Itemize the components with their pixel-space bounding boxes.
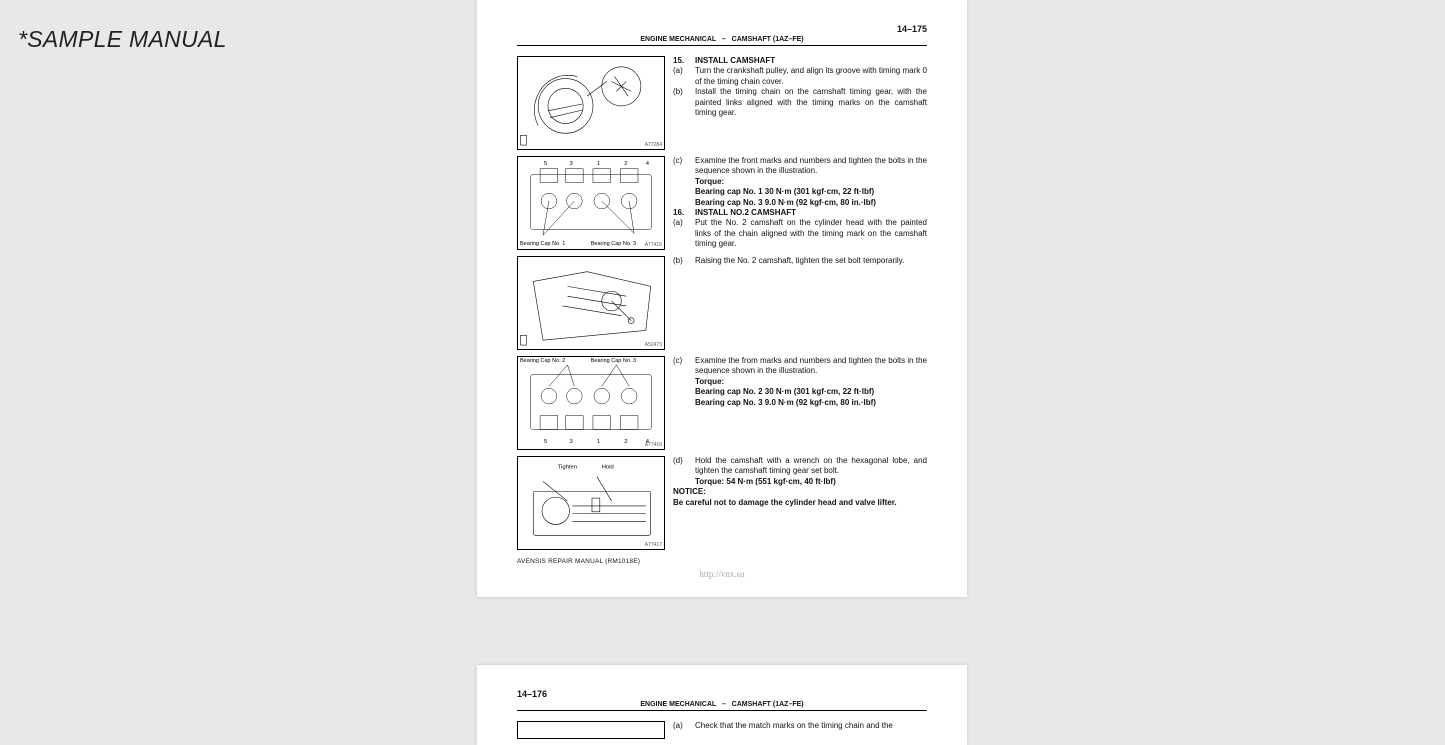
svg-text:5: 5 [544,161,548,167]
sub-text: Raising the No. 2 camshaft, tighten the … [695,256,904,266]
figure-id: A77417 [645,542,662,548]
svg-text:4: 4 [646,161,650,167]
header-sep: – [722,701,726,708]
figure-id: A52473 [645,342,662,348]
figure-id: A77415 [645,242,662,248]
header-section: ENGINE MECHANICAL [640,701,716,708]
sub-letter: (c) [673,156,695,177]
caption-label: Bearing Cap No. 3 [591,241,636,247]
step-row: Tighten Hold A77417 (d)Hold the camshaft… [517,456,927,550]
torque-label: Torque: [695,177,927,187]
svg-text:2: 2 [624,161,627,167]
caption-label: Bearing Cap No. 3 [591,358,636,364]
header-sep: – [722,36,726,43]
svg-text:1: 1 [597,439,600,445]
sub-letter: (d) [673,456,695,477]
torque-spec: Bearing cap No. 3 9.0 N·m (92 kgf·cm, 80… [695,198,927,208]
figure-id: A77284 [645,142,662,148]
sub-letter: (b) [673,256,695,266]
sub-text: Examine the front marks and numbers and … [695,156,927,177]
notice-text: Be careful not to damage the cylinder he… [673,498,927,508]
manual-page-2: 14–176 ENGINE MECHANICAL – CAMSHAFT (1AZ… [477,665,967,745]
manual-page-1: 14–175 ENGINE MECHANICAL – CAMSHAFT (1AZ… [477,0,967,597]
notice-label: NOTICE: [673,487,927,497]
figure-id: A77416 [645,442,662,448]
step-row: 5 3 1 2 4 Bearing Cap No. 1 Bearing Cap … [517,156,927,250]
svg-text:3: 3 [569,439,572,445]
page-number: 14–176 [517,689,927,699]
sub-letter: (b) [673,87,695,118]
step-text: (c)Examine the from marks and numbers an… [673,356,927,450]
step-row: (a)Check that the match marks on the tim… [517,721,927,739]
svg-text:1: 1 [597,161,600,167]
step-text: 15.INSTALL CAMSHAFT (a)Turn the cranksha… [673,56,927,150]
page-header: ENGINE MECHANICAL – CAMSHAFT (1AZ–FE) [517,701,927,711]
sub-letter: (a) [673,66,695,87]
step-row: A77284 15.INSTALL CAMSHAFT (a)Turn the c… [517,56,927,150]
torque-spec: Bearing cap No. 3 9.0 N·m (92 kgf·cm, 80… [695,398,927,408]
sub-text: Put the No. 2 camshaft on the cylinder h… [695,218,927,249]
svg-text:2: 2 [624,439,627,445]
header-section: ENGINE MECHANICAL [640,36,716,43]
step-text: (c)Examine the front marks and numbers a… [673,156,927,250]
svg-text:Hold: Hold [602,465,614,471]
figure-5: Tighten Hold A77417 [517,456,665,550]
step-text: (a)Check that the match marks on the tim… [673,721,927,739]
torque-spec: Bearing cap No. 1 30 N·m (301 kgf·cm, 22… [695,187,927,197]
torque-spec: Torque: 54 N·m (551 kgf·cm, 40 ft·lbf) [673,477,927,487]
url-watermark: http://vnx.su [517,569,927,579]
step-title: INSTALL CAMSHAFT [695,56,775,65]
step-number: 15. [673,56,695,66]
svg-text:Tighten: Tighten [558,465,577,471]
page-footer: AVENSIS REPAIR MANUAL (RM1018E) [517,558,927,565]
step-text: (d)Hold the camshaft with a wrench on th… [673,456,927,550]
caption-label: Bearing Cap No. 1 [520,241,565,247]
sub-text: Install the timing chain on the camshaft… [695,87,927,118]
sub-letter: (c) [673,356,695,377]
page-number: 14–175 [517,24,927,34]
step-number: 16. [673,208,695,218]
figure-1: A77284 [517,56,665,150]
svg-text:5: 5 [544,439,548,445]
sub-text: Hold the camshaft with a wrench on the h… [695,456,927,477]
sub-letter: (a) [673,721,695,731]
figure-3: A52473 [517,256,665,350]
torque-label: Torque: [695,377,927,387]
header-sub: CAMSHAFT (1AZ–FE) [732,701,804,708]
torque-spec: Bearing cap No. 2 30 N·m (301 kgf·cm, 22… [695,387,927,397]
step-row: A52473 (b)Raising the No. 2 camshaft, ti… [517,256,927,350]
step-text: (b)Raising the No. 2 camshaft, tighten t… [673,256,927,350]
step-title: INSTALL NO.2 CAMSHAFT [695,208,796,217]
sub-text: Check that the match marks on the timing… [695,721,893,731]
header-sub: CAMSHAFT (1AZ–FE) [732,36,804,43]
sub-text: Turn the crankshaft pulley, and align it… [695,66,927,87]
figure-partial [517,721,665,739]
sub-text: Examine the from marks and numbers and t… [695,356,927,377]
sample-watermark: *SAMPLE MANUAL [18,26,227,53]
page-header: ENGINE MECHANICAL – CAMSHAFT (1AZ–FE) [517,36,927,46]
figure-2: 5 3 1 2 4 Bearing Cap No. 1 Bearing Cap … [517,156,665,250]
caption-label: Bearing Cap No. 2 [520,358,565,364]
svg-text:3: 3 [569,161,572,167]
sub-letter: (a) [673,218,695,249]
figure-4: 5 3 1 2 4 Bearing Cap No. 2 Bearing Cap … [517,356,665,450]
step-row: 5 3 1 2 4 Bearing Cap No. 2 Bearing Cap … [517,356,927,450]
